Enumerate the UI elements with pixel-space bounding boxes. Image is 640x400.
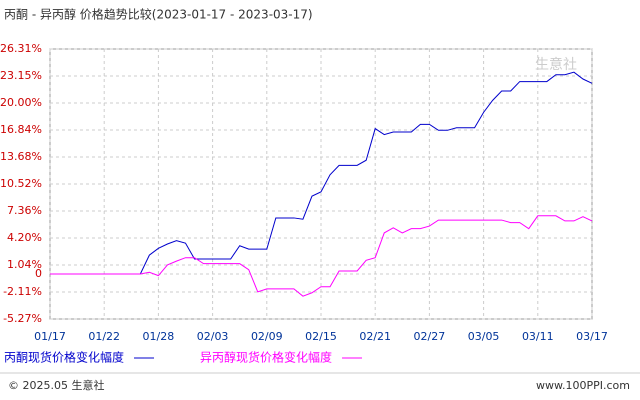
series-line <box>50 215 593 297</box>
y-tick-label: -2.11% <box>3 285 42 298</box>
y-tick-label: 0 <box>35 267 42 280</box>
y-tick-label: 23.15% <box>0 69 42 82</box>
legend-label: 丙酮现货价格变化幅度 <box>4 350 124 365</box>
y-tick-label: 7.36% <box>7 204 42 217</box>
x-tick-label: 02/15 <box>305 330 337 343</box>
x-tick-label: 02/27 <box>414 330 446 343</box>
y-tick-label: 10.52% <box>0 177 42 190</box>
legend-label: 异丙醇现货价格变化幅度 <box>200 350 332 365</box>
x-tick-label: 01/17 <box>34 330 66 343</box>
y-tick-label: 13.68% <box>0 150 42 163</box>
x-tick-label: 01/22 <box>88 330 120 343</box>
x-tick-label: 03/05 <box>468 330 500 343</box>
y-tick-label: 1.04% <box>7 258 42 271</box>
x-tick-label: 01/28 <box>143 330 175 343</box>
y-tick-label: 26.31% <box>0 42 42 55</box>
x-tick-label: 02/09 <box>251 330 283 343</box>
footer-left: © 2025.05 生意社 <box>8 378 104 392</box>
chart-title: 丙酮 - 异丙醇 价格趋势比较(2023-01-17 - 2023-03-17) <box>4 7 313 22</box>
y-tick-label: -5.27% <box>3 312 42 325</box>
x-tick-label: 02/03 <box>197 330 229 343</box>
y-tick-label: 4.20% <box>7 231 42 244</box>
watermark: 生意社 <box>535 56 577 73</box>
x-tick-label: 03/17 <box>576 330 608 343</box>
footer-right: www.100PPI.com <box>536 379 630 392</box>
y-tick-label: 16.84% <box>0 123 42 136</box>
y-tick-label: 20.00% <box>0 96 42 109</box>
x-tick-label: 03/11 <box>522 330 554 343</box>
x-tick-label: 02/21 <box>359 330 391 343</box>
